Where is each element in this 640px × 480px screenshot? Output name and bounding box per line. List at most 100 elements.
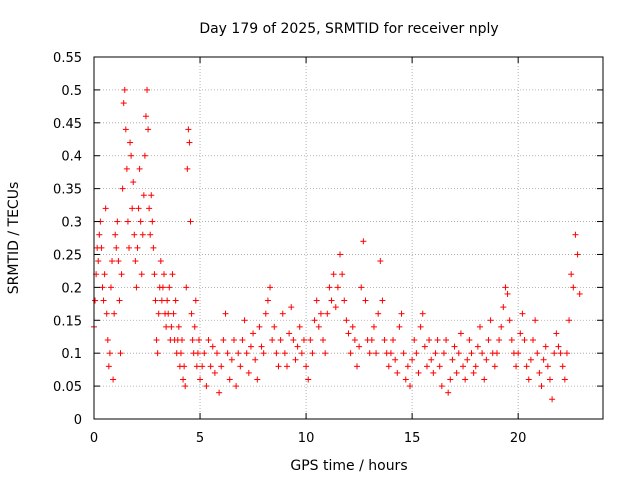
data-point: [106, 350, 113, 357]
data-point: [549, 396, 556, 403]
data-point: [180, 376, 187, 383]
data-point: [303, 363, 310, 370]
data-point: [375, 310, 382, 317]
data-point: [207, 363, 214, 370]
data-point: [110, 376, 117, 383]
data-point: [250, 330, 257, 337]
data-point: [349, 323, 356, 330]
data-point: [151, 271, 158, 278]
data-point: [341, 297, 348, 304]
data-point: [455, 350, 462, 357]
data-point: [135, 205, 142, 212]
data-point: [440, 350, 447, 357]
data-point: [402, 376, 409, 383]
data-point: [113, 244, 120, 251]
x-tick-label: 10: [298, 431, 315, 446]
data-point: [109, 258, 116, 265]
chart-title: Day 179 of 2025, SRMTID for receiver npl…: [199, 21, 498, 37]
data-point: [309, 350, 316, 357]
data-point: [483, 356, 490, 363]
data-point: [525, 376, 532, 383]
data-point: [574, 251, 581, 258]
data-point: [254, 376, 261, 383]
data-point: [271, 323, 278, 330]
data-point: [532, 317, 539, 324]
data-point: [491, 363, 498, 370]
data-point: [214, 350, 221, 357]
data-point: [189, 337, 196, 344]
data-point: [277, 337, 284, 344]
data-point: [288, 304, 295, 311]
data-point: [139, 231, 146, 238]
data-point: [166, 284, 173, 291]
data-point: [175, 323, 182, 330]
data-point: [140, 192, 147, 199]
data-point: [343, 317, 350, 324]
data-point: [216, 389, 223, 396]
data-point: [96, 231, 103, 238]
data-point: [504, 290, 511, 297]
data-point: [470, 369, 477, 376]
data-point: [339, 271, 346, 278]
data-point: [286, 330, 293, 337]
data-point: [152, 297, 159, 304]
data-point: [211, 369, 218, 376]
y-tick-label: 0.4: [61, 150, 82, 165]
data-point: [149, 218, 156, 225]
data-point: [127, 139, 134, 146]
data-point: [572, 231, 579, 238]
data-point: [311, 317, 318, 324]
data-point: [553, 330, 560, 337]
data-point: [513, 363, 520, 370]
data-point: [183, 284, 190, 291]
data-point: [131, 231, 138, 238]
data-point: [377, 258, 384, 265]
data-point: [466, 337, 473, 344]
data-point: [568, 271, 575, 278]
data-point: [279, 310, 286, 317]
data-point: [141, 152, 148, 159]
data-point: [387, 350, 394, 357]
data-point: [177, 350, 184, 357]
data-point: [390, 337, 397, 344]
data-point: [305, 376, 312, 383]
data-point: [260, 350, 267, 357]
data-point: [121, 86, 128, 93]
data-point: [115, 258, 122, 265]
data-point: [95, 258, 102, 265]
data-point: [457, 330, 464, 337]
data-point: [275, 363, 282, 370]
data-point: [540, 356, 547, 363]
y-tick-label: 0.05: [53, 380, 82, 395]
data-point: [107, 284, 114, 291]
data-point: [153, 337, 160, 344]
data-point: [292, 356, 299, 363]
data-point: [538, 383, 545, 390]
data-point: [479, 350, 486, 357]
data-point: [281, 350, 288, 357]
data-point: [273, 350, 280, 357]
data-point: [137, 218, 144, 225]
data-point: [264, 297, 271, 304]
data-point: [419, 310, 426, 317]
data-point: [493, 350, 500, 357]
data-point: [394, 369, 401, 376]
data-point: [296, 323, 303, 330]
data-point: [169, 271, 176, 278]
data-point: [447, 376, 454, 383]
data-point: [158, 297, 165, 304]
y-tick-label: 0.1: [61, 347, 82, 362]
data-point: [245, 369, 252, 376]
data-point: [542, 343, 549, 350]
data-point: [421, 343, 428, 350]
data-point: [555, 343, 562, 350]
data-point: [413, 350, 420, 357]
data-point: [168, 323, 175, 330]
data-point: [530, 337, 537, 344]
data-point: [154, 350, 161, 357]
data-point: [370, 323, 377, 330]
data-point: [481, 376, 488, 383]
y-tick-label: 0.3: [61, 216, 82, 231]
data-point: [228, 356, 235, 363]
data-point: [290, 337, 297, 344]
